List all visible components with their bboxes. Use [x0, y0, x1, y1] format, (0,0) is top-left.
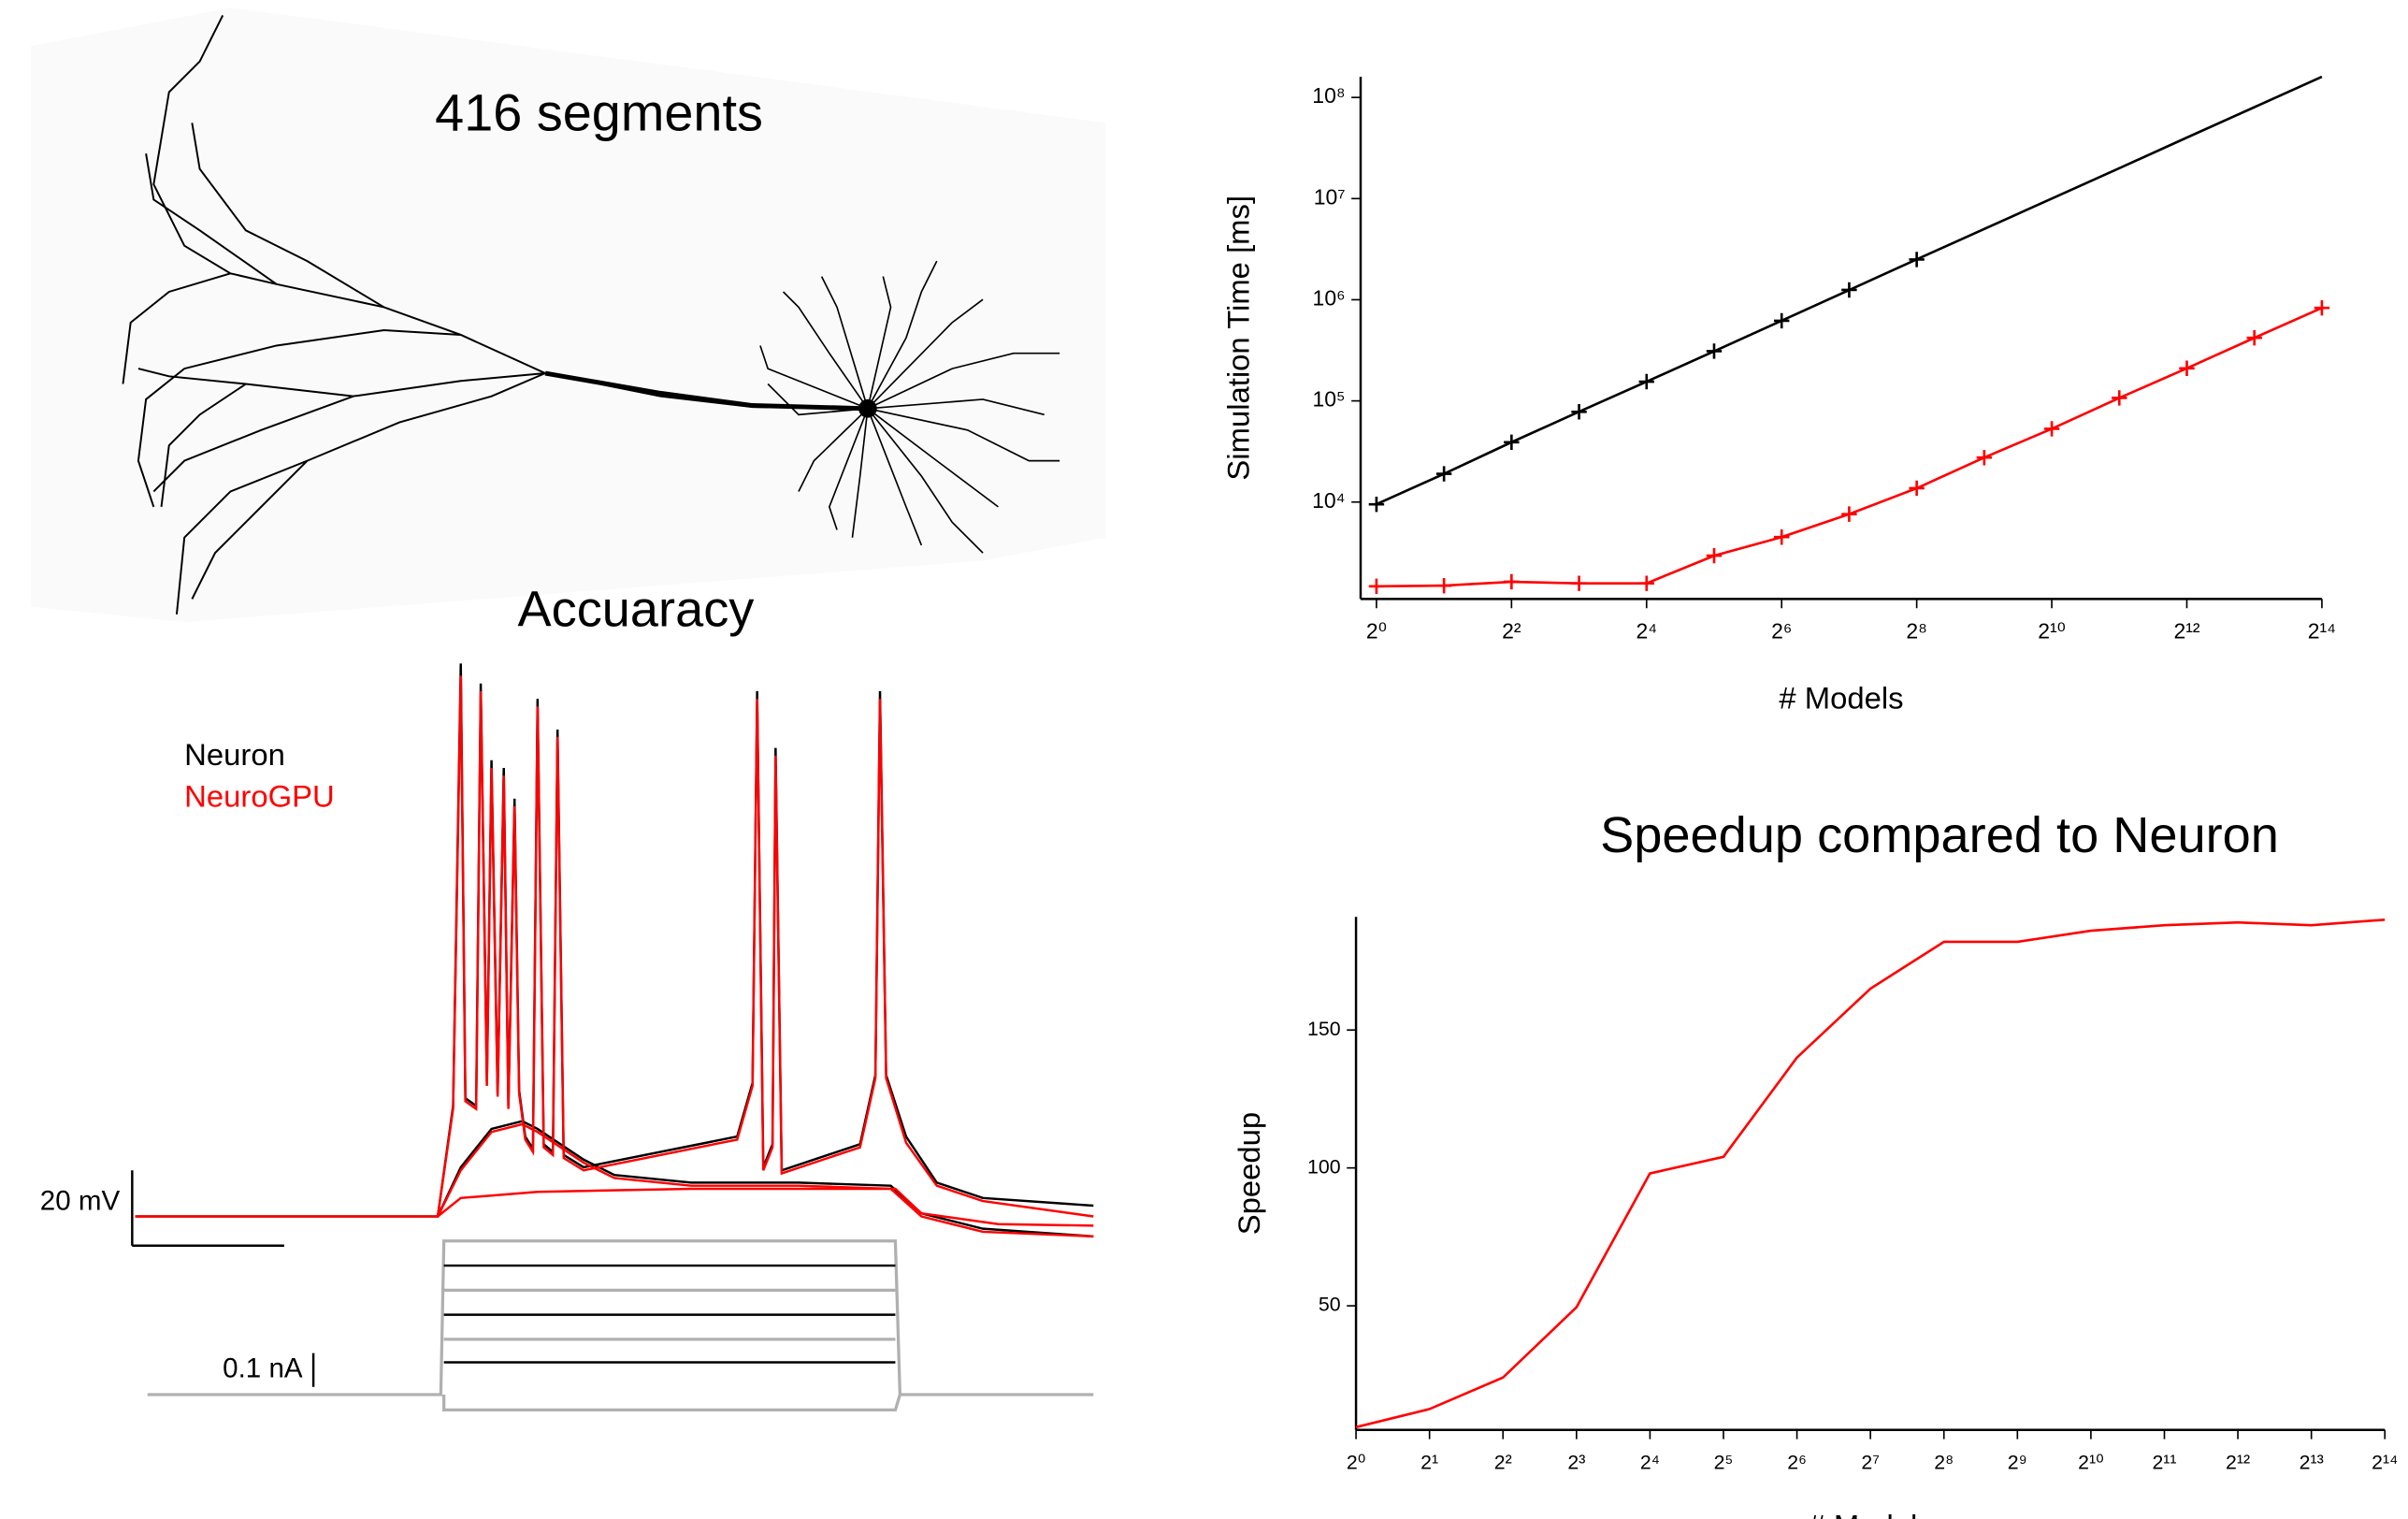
- x-tick-label: 2⁵: [1714, 1452, 1734, 1474]
- y-tick-label: 150: [1307, 1018, 1341, 1040]
- data-marker: [1638, 575, 1654, 591]
- data-marker: [1841, 282, 1857, 298]
- soma: [858, 398, 877, 418]
- voltage-trace-neurogpu: [135, 675, 1094, 1238]
- stimulus-traces: [147, 1239, 1094, 1412]
- neuron-morphology: 416 segments: [30, 7, 1106, 623]
- legend-entry: NeuroGPU: [184, 779, 335, 814]
- legend-entry: Neuron: [184, 737, 285, 772]
- x-tick-label: 2¹²: [2226, 1452, 2250, 1474]
- accuracy-panel: Accuaracy Neuron NeuroGPU 20 mV 0.1 nA: [40, 581, 1094, 1412]
- x-tick-label: 2⁰: [1366, 619, 1387, 644]
- data-marker: [1976, 450, 1993, 466]
- data-marker: [1774, 312, 1790, 329]
- data-marker: [1368, 578, 1385, 594]
- x-tick-label: 2²: [1502, 619, 1521, 644]
- voltage-scale-label: 20 mV: [40, 1186, 121, 1217]
- series-line: [1355, 918, 2386, 1429]
- x-axis-label: # Models: [1809, 1509, 1933, 1519]
- data-marker: [1504, 573, 1520, 590]
- y-tick-label: 50: [1319, 1294, 1341, 1316]
- current-scale-label: 0.1 nA: [223, 1353, 303, 1384]
- x-tick-label: 2¹⁰: [2038, 619, 2066, 644]
- data-marker: [1435, 466, 1452, 482]
- x-tick-label: 2⁹: [2008, 1452, 2027, 1474]
- x-tick-label: 2⁴: [1636, 619, 1657, 644]
- series-line: [1376, 307, 2323, 588]
- x-tick-label: 2¹⁴: [2308, 619, 2336, 644]
- x-tick-label: 2⁸: [1934, 1452, 1954, 1474]
- stimulus-traces-black: [443, 1264, 896, 1364]
- data-marker: [1774, 529, 1790, 545]
- y-axis-label: Speedup: [1232, 1112, 1266, 1235]
- x-tick-label: 2⁴: [1640, 1452, 1660, 1474]
- accuracy-title: Accuaracy: [517, 581, 754, 637]
- morphology-label: 416 segments: [435, 83, 763, 142]
- data-marker: [1368, 496, 1385, 513]
- x-tick-label: 2¹³: [2300, 1452, 2324, 1474]
- data-marker: [1706, 547, 1723, 564]
- data-marker: [2112, 390, 2127, 406]
- x-axis-label: # Models: [1779, 680, 1903, 715]
- data-marker: [1504, 434, 1520, 451]
- y-tick-label: 10⁴: [1312, 488, 1345, 513]
- chart-title: Speedup compared to Neuron: [1600, 807, 2279, 863]
- y-tick-label: 10⁸: [1312, 83, 1345, 108]
- x-tick-label: 2³: [1567, 1452, 1585, 1474]
- x-tick-label: 2¹²: [2173, 619, 2199, 644]
- x-tick-label: 2¹¹: [2152, 1452, 2176, 1474]
- x-tick-label: 2¹: [1420, 1452, 1438, 1474]
- y-tick-label: 10⁵: [1312, 387, 1345, 412]
- data-marker: [2246, 329, 2262, 346]
- y-tick-label: 10⁷: [1314, 184, 1346, 209]
- x-tick-label: 2¹⁰: [2078, 1452, 2104, 1474]
- y-tick-label: 100: [1307, 1155, 1341, 1178]
- dendrites: [122, 14, 868, 615]
- y-tick-label: 10⁶: [1313, 286, 1346, 311]
- data-marker: [1841, 506, 1857, 522]
- data-marker: [1909, 480, 1925, 497]
- x-tick-label: 2⁰: [1347, 1452, 1365, 1474]
- x-tick-label: 2⁶: [1771, 619, 1792, 644]
- voltage-scale-bar: [131, 1170, 284, 1247]
- series-line: [1916, 75, 2323, 261]
- data-marker: [1571, 575, 1587, 591]
- data-marker: [1571, 404, 1587, 420]
- x-tick-label: 2⁷: [1861, 1452, 1880, 1474]
- axon-trunk: [544, 370, 868, 412]
- data-marker: [2179, 360, 2195, 376]
- y-axis-label: Simulation Time [ms]: [1221, 195, 1256, 481]
- x-tick-label: 2¹⁴: [2372, 1452, 2398, 1474]
- data-marker: [2314, 299, 2330, 316]
- x-tick-label: 2⁸: [1906, 619, 1926, 644]
- x-tick-label: 2⁶: [1787, 1452, 1807, 1474]
- data-marker: [1638, 373, 1654, 390]
- basal-dendrites: [759, 260, 1060, 554]
- data-marker: [1435, 577, 1452, 594]
- data-marker: [2043, 421, 2060, 437]
- data-marker: [1706, 343, 1723, 359]
- x-tick-label: 2²: [1494, 1452, 1512, 1474]
